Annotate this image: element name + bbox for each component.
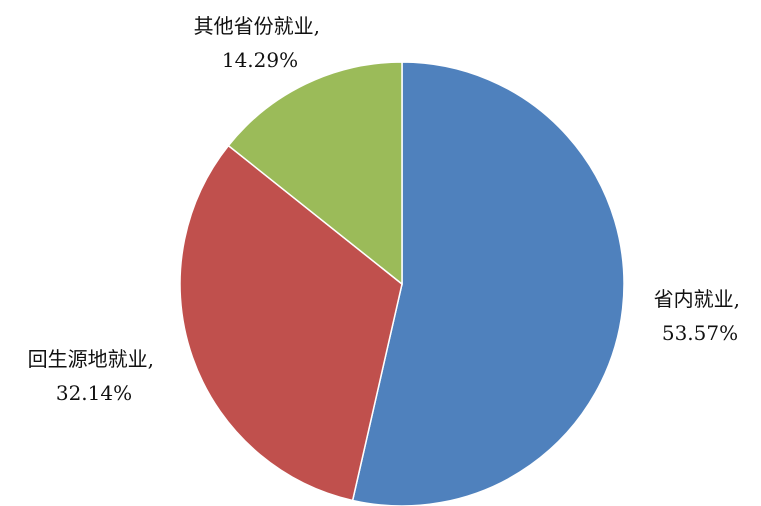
- label-provincial-name: 省内就业,: [654, 287, 740, 311]
- label-provincial-employment: 省内就业, 53.57%: [654, 287, 747, 345]
- slice-provincial: [351, 61, 625, 506]
- slice-home-region: [179, 144, 403, 502]
- label-provincial-pct: 53.57%: [662, 321, 738, 345]
- slice-other-province: [227, 61, 403, 286]
- label-other-province-employment: 其他省份就业, 14.29%: [194, 14, 327, 72]
- label-other-province-pct: 14.29%: [222, 48, 298, 72]
- label-home-region-employment: 回生源地就业, 32.14%: [28, 347, 161, 405]
- label-home-region-name: 回生源地就业,: [28, 347, 154, 371]
- label-home-region-pct: 32.14%: [56, 381, 132, 405]
- label-other-province-name: 其他省份就业,: [194, 14, 320, 38]
- pie-slices: [179, 61, 625, 506]
